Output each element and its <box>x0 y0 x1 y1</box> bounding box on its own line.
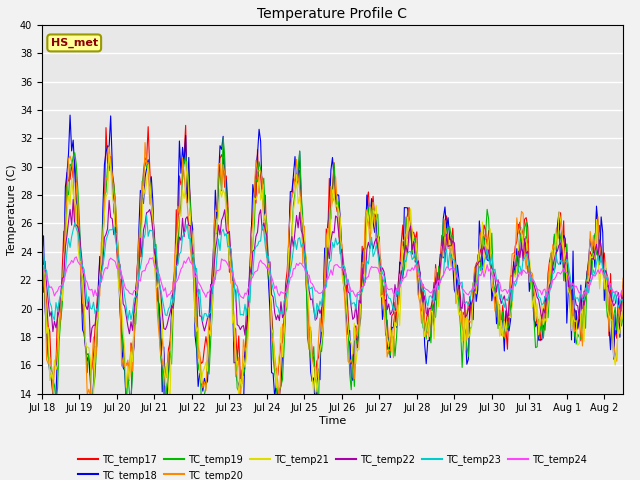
TC_temp17 <box>288 194 296 200</box>
TC_temp24 <box>638 273 640 278</box>
Line: TC_temp21: TC_temp21 <box>42 154 640 399</box>
TC_temp20 <box>458 309 466 315</box>
Y-axis label: Temperature (C): Temperature (C) <box>7 164 17 254</box>
TC_temp18 <box>358 252 366 258</box>
TC_temp19 <box>220 135 227 141</box>
TC_temp17 <box>638 247 640 252</box>
TC_temp18 <box>440 215 447 221</box>
TC_temp22 <box>86 339 94 345</box>
Line: TC_temp17: TC_temp17 <box>42 125 640 384</box>
TC_temp22 <box>288 234 296 240</box>
TC_temp23 <box>52 300 60 305</box>
TC_temp18 <box>458 328 466 334</box>
TC_temp24 <box>38 258 46 264</box>
TC_temp20 <box>638 269 640 275</box>
Text: HS_met: HS_met <box>51 38 98 48</box>
TC_temp17 <box>440 255 447 261</box>
TC_temp17 <box>182 122 189 128</box>
TC_temp18 <box>52 392 60 398</box>
TC_temp24 <box>440 272 447 278</box>
TC_temp18 <box>638 268 640 274</box>
TC_temp24 <box>72 254 80 260</box>
TC_temp22 <box>638 260 640 265</box>
TC_temp23 <box>638 259 640 265</box>
TC_temp19 <box>52 399 60 405</box>
TC_temp19 <box>161 405 169 411</box>
TC_temp24 <box>93 293 100 299</box>
X-axis label: Time: Time <box>319 416 346 426</box>
Line: TC_temp22: TC_temp22 <box>42 200 640 342</box>
TC_temp23 <box>92 311 99 316</box>
TC_temp22 <box>52 325 60 331</box>
Line: TC_temp19: TC_temp19 <box>42 138 640 408</box>
TC_temp20 <box>276 402 284 408</box>
TC_temp21 <box>52 367 60 372</box>
TC_temp22 <box>358 265 366 271</box>
TC_temp22 <box>94 295 102 300</box>
TC_temp22 <box>38 238 46 244</box>
TC_temp20 <box>440 242 447 248</box>
TC_temp23 <box>38 238 46 243</box>
TC_temp20 <box>52 357 60 362</box>
TC_temp20 <box>141 140 149 145</box>
TC_temp19 <box>288 228 296 234</box>
TC_temp20 <box>358 260 366 265</box>
TC_temp20 <box>288 192 296 198</box>
TC_temp21 <box>105 151 113 157</box>
TC_temp18 <box>288 189 296 194</box>
TC_temp22 <box>440 234 447 240</box>
TC_temp19 <box>38 227 46 232</box>
Line: TC_temp18: TC_temp18 <box>42 115 640 408</box>
TC_temp17 <box>92 325 99 331</box>
TC_temp24 <box>288 274 296 279</box>
TC_temp24 <box>52 290 60 296</box>
TC_temp17 <box>38 232 46 238</box>
TC_temp23 <box>358 289 366 295</box>
TC_temp17 <box>52 361 60 367</box>
TC_temp17 <box>458 336 466 342</box>
TC_temp18 <box>38 236 46 241</box>
TC_temp21 <box>638 273 640 279</box>
TC_temp23 <box>199 318 207 324</box>
TC_temp21 <box>38 237 46 243</box>
TC_temp22 <box>458 306 466 312</box>
TC_temp21 <box>92 348 99 354</box>
TC_temp17 <box>358 243 366 249</box>
TC_temp19 <box>92 373 99 379</box>
TC_temp21 <box>358 287 366 292</box>
TC_temp21 <box>288 238 296 243</box>
TC_temp21 <box>458 339 466 345</box>
TC_temp23 <box>458 279 466 285</box>
TC_temp23 <box>143 212 150 218</box>
TC_temp19 <box>440 216 447 222</box>
TC_temp19 <box>358 284 366 290</box>
TC_temp23 <box>440 273 447 279</box>
TC_temp23 <box>288 259 296 264</box>
TC_temp18 <box>66 112 74 118</box>
TC_temp22 <box>69 197 77 203</box>
TC_temp18 <box>88 405 96 411</box>
TC_temp18 <box>94 293 102 299</box>
TC_temp21 <box>440 253 447 259</box>
TC_temp21 <box>166 396 174 402</box>
TC_temp19 <box>638 264 640 270</box>
TC_temp20 <box>92 360 99 365</box>
Line: TC_temp24: TC_temp24 <box>42 257 640 299</box>
TC_temp19 <box>458 365 466 371</box>
Legend: TC_temp17, TC_temp18, TC_temp19, TC_temp20, TC_temp21, TC_temp22, TC_temp23, TC_: TC_temp17, TC_temp18, TC_temp19, TC_temp… <box>74 450 591 480</box>
TC_temp20 <box>38 230 46 236</box>
TC_temp17 <box>238 381 246 386</box>
Line: TC_temp20: TC_temp20 <box>42 143 640 405</box>
Title: Temperature Profile C: Temperature Profile C <box>257 7 408 21</box>
TC_temp24 <box>239 296 247 301</box>
Line: TC_temp23: TC_temp23 <box>42 215 640 321</box>
TC_temp24 <box>358 284 366 290</box>
TC_temp24 <box>458 286 466 292</box>
